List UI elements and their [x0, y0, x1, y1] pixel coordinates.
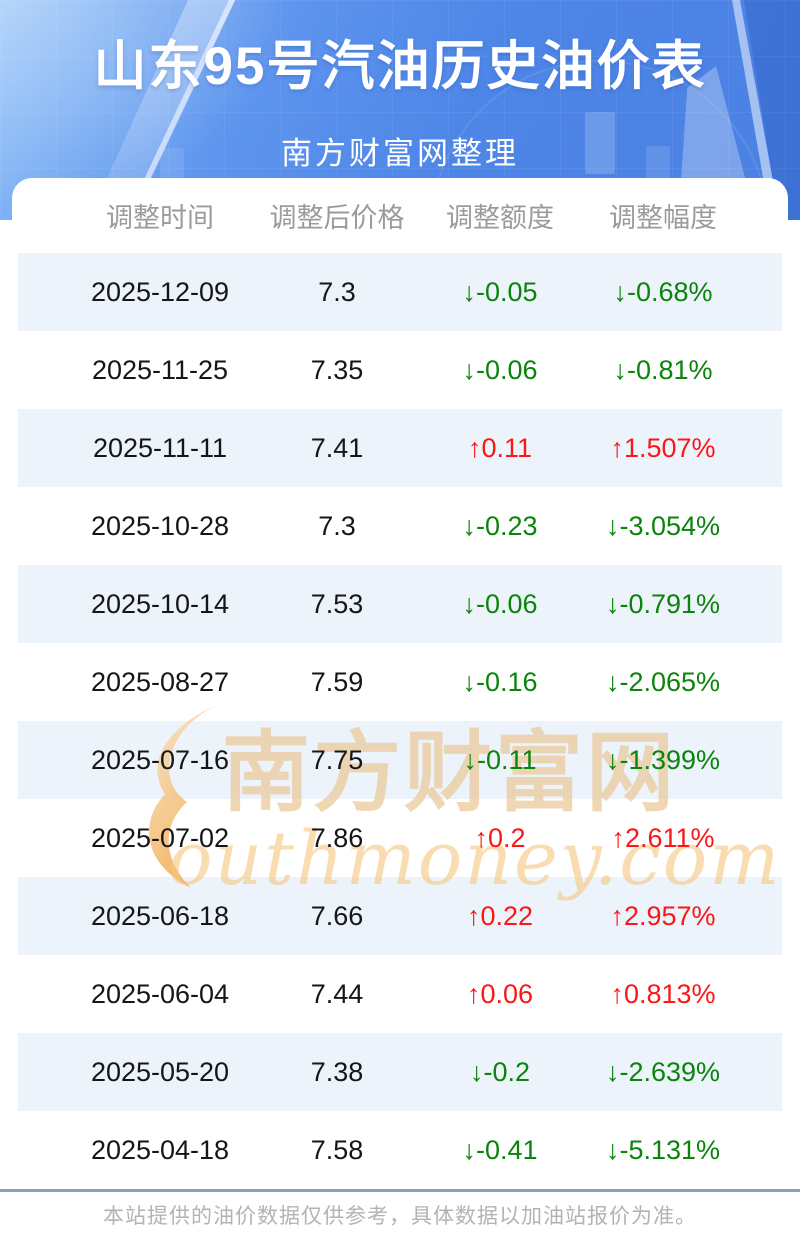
row-change-amount: ↓-0.41 [462, 1134, 538, 1165]
row-date: 2025-08-27 [90, 666, 230, 697]
row-price: 7.38 [310, 1056, 364, 1087]
row-change-amount: ↑0.22 [466, 900, 534, 931]
page-title: 山东95号汽油历史油价表 [93, 37, 707, 96]
table-row: 2025-12-09 7.3 ↓-0.05 ↓-0.68% [18, 253, 782, 331]
row-price: 7.58 [310, 1134, 364, 1165]
row-change-percent: ↓-0.81% [613, 354, 713, 385]
row-price: 7.53 [310, 588, 364, 619]
table-row: 2025-06-04 7.44 ↑0.06 ↑0.813% [18, 955, 782, 1033]
row-price: 7.59 [310, 666, 364, 697]
row-date: 2025-04-18 [90, 1134, 230, 1165]
row-change-amount: ↓-0.05 [462, 276, 538, 307]
candlestick-decoration [585, 112, 615, 174]
row-date: 2025-07-02 [90, 822, 230, 853]
row-price: 7.3 [318, 276, 356, 307]
row-change-amount: ↓-0.16 [462, 666, 538, 697]
column-header-adjusted-price: 调整后价格 [269, 203, 405, 233]
row-change-percent: ↓-5.131% [605, 1134, 721, 1165]
row-date: 2025-12-09 [90, 276, 230, 307]
row-price: 7.35 [310, 354, 364, 385]
row-change-percent: ↓-1.399% [605, 744, 721, 775]
column-header-adjust-amount: 调整额度 [446, 203, 554, 233]
row-change-percent: ↑2.957% [610, 900, 716, 931]
row-price: 7.41 [310, 432, 364, 463]
table-row: 2025-05-20 7.38 ↓-0.2 ↓-2.639% [18, 1033, 782, 1111]
row-change-amount: ↓-0.11 [463, 744, 537, 775]
table-header-row: 调整时间 调整后价格 调整额度 调整幅度 [18, 178, 782, 253]
row-date: 2025-06-04 [90, 978, 230, 1009]
row-change-amount: ↓-0.06 [462, 354, 538, 385]
row-price: 7.75 [310, 744, 364, 775]
row-price: 7.44 [310, 978, 364, 1009]
row-change-percent: ↓-2.065% [605, 666, 721, 697]
footer-disclaimer: 本站提供的油价数据仅供参考，具体数据以加油站报价为准。 [103, 1205, 697, 1228]
row-change-percent: ↓-3.054% [605, 510, 721, 541]
table-row: 2025-07-02 7.86 ↑0.2 ↑2.611% [18, 799, 782, 877]
row-change-percent: ↓-2.639% [605, 1056, 721, 1087]
row-change-percent: ↑0.813% [610, 978, 716, 1009]
table-body: 2025-12-09 7.3 ↓-0.05 ↓-0.68% 2025-11-25… [12, 253, 788, 1189]
table-row: 2025-11-11 7.41 ↑0.11 ↑1.507% [18, 409, 782, 487]
table-row: 2025-10-28 7.3 ↓-0.23 ↓-3.054% [18, 487, 782, 565]
row-date: 2025-10-28 [90, 510, 230, 541]
row-date: 2025-07-16 [90, 744, 230, 775]
row-change-percent: ↑1.507% [610, 432, 716, 463]
table-row: 2025-11-25 7.35 ↓-0.06 ↓-0.81% [18, 331, 782, 409]
table-row: 2025-04-18 7.58 ↓-0.41 ↓-5.131% [18, 1111, 782, 1189]
row-date: 2025-06-18 [90, 900, 230, 931]
column-header-adjust-percent: 调整幅度 [609, 203, 717, 233]
footer-divider [0, 1189, 800, 1192]
footer: 本站提供的油价数据仅供参考，具体数据以加油站报价为准。 [0, 1192, 800, 1238]
row-date: 2025-11-25 [91, 354, 229, 385]
column-header-adjust-time: 调整时间 [106, 203, 214, 233]
row-date: 2025-10-14 [90, 588, 230, 619]
table-row: 2025-06-18 7.66 ↑0.22 ↑2.957% [18, 877, 782, 955]
row-change-amount: ↓-0.06 [462, 588, 538, 619]
table-row: 2025-07-16 7.75 ↓-0.11 ↓-1.399% [18, 721, 782, 799]
row-change-percent: ↑2.611% [611, 822, 715, 853]
row-price: 7.3 [318, 510, 356, 541]
row-change-amount: ↓-0.23 [462, 510, 538, 541]
row-change-percent: ↓-0.68% [613, 276, 713, 307]
table-row: 2025-10-14 7.53 ↓-0.06 ↓-0.791% [18, 565, 782, 643]
row-change-amount: ↑0.06 [466, 978, 534, 1009]
row-change-amount: ↑0.11 [467, 432, 533, 463]
row-date: 2025-11-11 [92, 432, 228, 463]
price-table-card: 调整时间 调整后价格 调整额度 调整幅度 2025-12-09 7.3 ↓-0.… [12, 178, 788, 1189]
row-change-amount: ↓-0.2 [469, 1056, 531, 1087]
page-subtitle: 南方财富网整理 [281, 136, 519, 171]
table-row: 2025-08-27 7.59 ↓-0.16 ↓-2.065% [18, 643, 782, 721]
row-change-amount: ↑0.2 [474, 822, 526, 853]
row-price: 7.66 [310, 900, 364, 931]
row-date: 2025-05-20 [90, 1056, 230, 1087]
row-price: 7.86 [310, 822, 364, 853]
row-change-percent: ↓-0.791% [605, 588, 721, 619]
